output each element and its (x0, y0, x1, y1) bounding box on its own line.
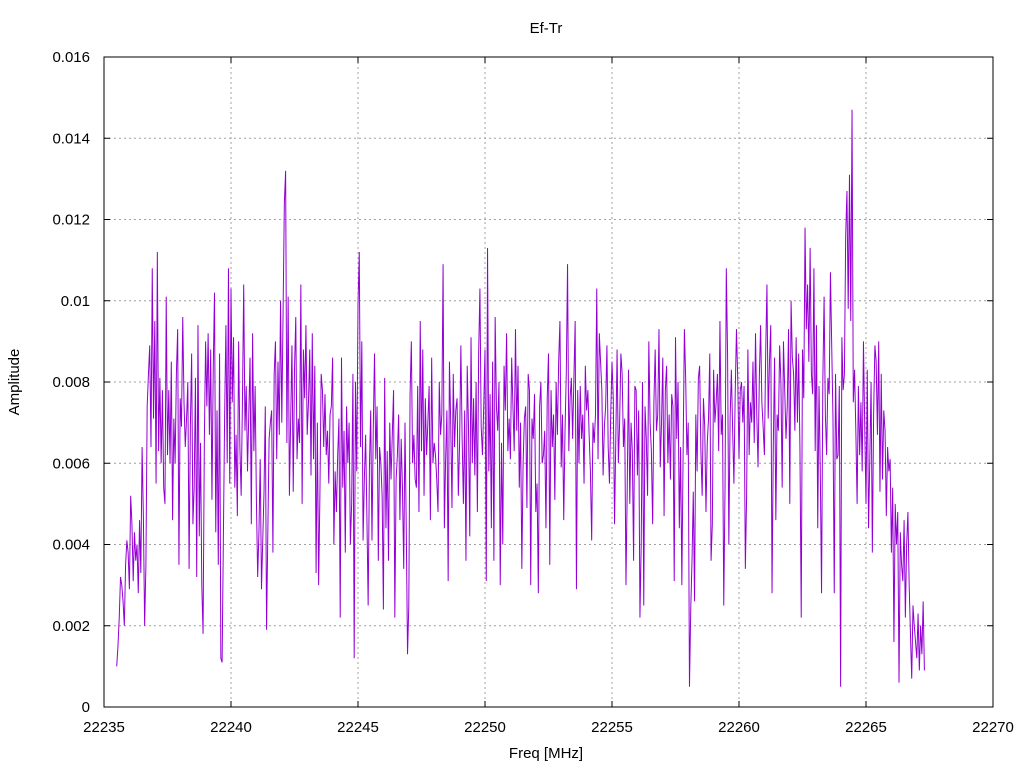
y-tick-label: 0.006 (52, 455, 90, 472)
y-tick-label: 0.01 (61, 293, 90, 310)
plot-frame (103, 56, 994, 708)
y-tick-label: 0.012 (52, 212, 90, 229)
y-tick-label: 0.002 (52, 618, 90, 635)
series-line (116, 109, 925, 687)
chart-title: Ef-Tr (530, 20, 563, 37)
y-axis-label: Amplitude (6, 349, 23, 416)
x-axis-label: Freq [MHz] (509, 745, 583, 762)
y-tick-label: 0.014 (52, 130, 90, 147)
y-tick-label: 0.008 (52, 374, 90, 391)
x-tick-label: 22255 (591, 719, 633, 736)
x-tick-label: 22240 (210, 719, 252, 736)
x-tick-label: 22260 (718, 719, 760, 736)
x-tick-label: 22265 (845, 719, 887, 736)
x-tick-label: 22245 (337, 719, 379, 736)
y-tick-label: 0.016 (52, 49, 90, 66)
tick-labels: 22235 22240 22245 22250 22255 22260 22265 22270… (52, 49, 1013, 736)
y-tick-label: 0.004 (52, 537, 90, 554)
x-tick-label: 22235 (83, 719, 125, 736)
x-tick-label: 22270 (972, 719, 1014, 736)
x-tick-label: 22250 (464, 719, 506, 736)
y-tick-label: 0 (82, 699, 90, 716)
